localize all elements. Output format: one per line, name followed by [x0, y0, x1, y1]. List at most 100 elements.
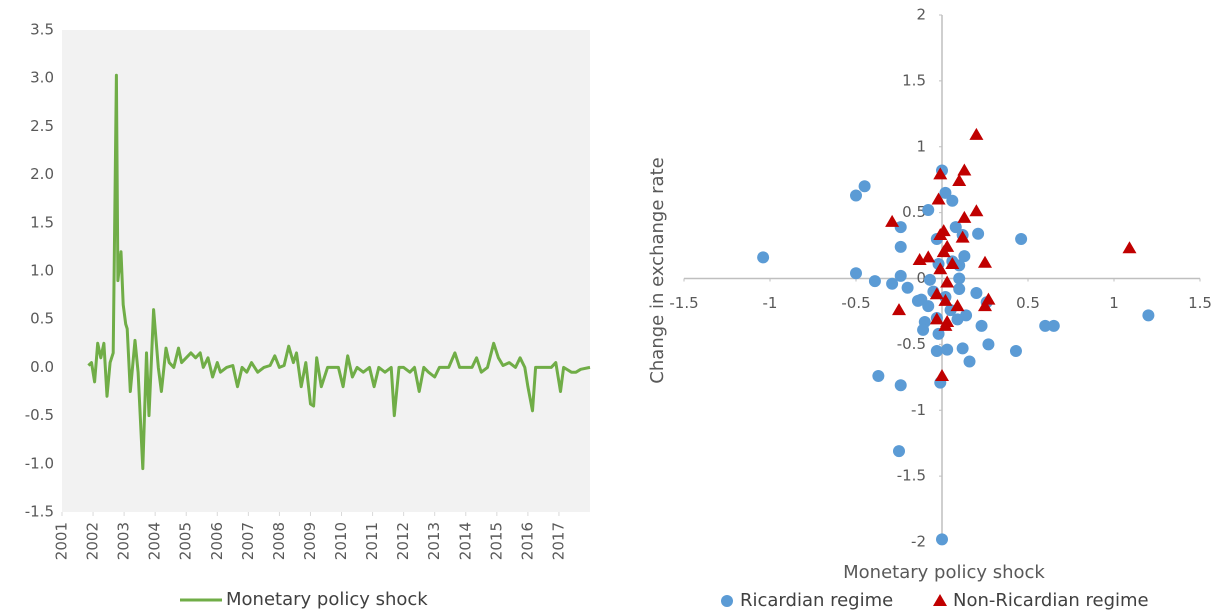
marker: [1047, 319, 1060, 332]
y-tick-label: 3.0: [30, 69, 54, 87]
x-tick-label: -1.5: [669, 294, 698, 312]
marker: [923, 273, 936, 286]
marker: [922, 300, 935, 313]
y-axis-title: Change in exchange rate: [647, 157, 668, 383]
y-tick-label: 2.5: [30, 117, 54, 135]
marker: [936, 533, 948, 546]
x-tick-label: 2004: [146, 522, 164, 560]
marker: [956, 342, 969, 355]
marker: [940, 275, 955, 288]
x-tick-label: 2007: [239, 522, 257, 560]
legend-label: Ricardian regime: [740, 590, 893, 611]
x-tick-label: 2011: [363, 522, 381, 560]
marker: [929, 312, 944, 325]
marker: [957, 210, 972, 223]
y-tick-label: 1.0: [30, 262, 54, 280]
x-tick-label: 2005: [177, 522, 195, 560]
x-tick-label: 2002: [84, 522, 102, 560]
marker: [958, 250, 971, 263]
y-tick-label: 2.0: [30, 165, 54, 183]
x-tick-label: 2010: [332, 522, 350, 560]
x-tick-label: 2013: [425, 522, 443, 560]
y-tick-label: -0.5: [25, 406, 54, 424]
marker: [894, 240, 907, 253]
marker: [949, 221, 962, 234]
y-tick-label: -1.5: [897, 467, 926, 485]
marker: [933, 228, 948, 241]
marker: [894, 221, 907, 234]
x-tick-label: -1: [763, 294, 778, 312]
y-tick-label: 0.5: [30, 310, 54, 328]
y-tick-label: 0.5: [902, 203, 926, 221]
marker: [1039, 319, 1052, 332]
marker: [938, 293, 953, 306]
marker: [929, 287, 944, 300]
x-tick-label: 2012: [394, 522, 412, 560]
y-tick-label: 1.5: [30, 213, 54, 231]
x-tick-label: 2017: [549, 522, 567, 560]
marker: [931, 192, 946, 205]
marker: [1122, 241, 1137, 254]
x-tick-label: 2003: [115, 522, 133, 560]
marker: [955, 230, 970, 243]
y-tick-label: 0.0: [30, 358, 54, 376]
marker: [950, 299, 965, 312]
marker: [952, 174, 967, 187]
marker: [946, 194, 959, 207]
marker: [978, 299, 992, 312]
y-tick-label: 2: [916, 6, 926, 24]
x-tick-label: 2016: [518, 522, 536, 560]
y-tick-label: 0: [916, 269, 926, 287]
marker: [872, 369, 885, 382]
y-tick-label: -2: [911, 533, 926, 551]
y-tick-label: 1: [916, 137, 926, 155]
marker: [911, 294, 924, 307]
marker: [953, 272, 966, 285]
legend-swatch: [721, 595, 733, 607]
x-tick-label: 0.5: [1016, 294, 1040, 312]
x-tick-label: 2008: [270, 522, 288, 560]
marker: [957, 163, 972, 176]
legend-label: Non-Ricardian regime: [953, 590, 1149, 611]
marker: [972, 227, 985, 240]
marker: [941, 343, 954, 356]
marker: [886, 277, 899, 290]
marker: [893, 445, 905, 458]
y-tick-label: -1.5: [25, 503, 54, 521]
marker: [885, 214, 900, 227]
marker: [850, 189, 862, 202]
marker: [933, 167, 948, 180]
plot-area: [62, 30, 590, 512]
marker: [850, 267, 862, 280]
marker: [930, 344, 943, 357]
x-tick-label: 2015: [487, 522, 505, 560]
marker: [978, 255, 992, 268]
marker: [969, 127, 984, 140]
marker: [868, 275, 881, 288]
x-tick-label: 2014: [456, 522, 474, 560]
y-tick-label: -0.5: [897, 335, 926, 353]
y-tick-label: 3.5: [30, 21, 54, 39]
marker: [945, 257, 960, 270]
marker: [939, 186, 952, 199]
legend-swatch: [933, 594, 947, 606]
marker: [892, 303, 906, 316]
marker: [940, 314, 955, 327]
x-tick-label: 1.5: [1188, 294, 1212, 312]
marker: [1142, 309, 1155, 322]
marker: [953, 283, 966, 296]
legend-label: Monetary policy shock: [226, 589, 428, 610]
marker: [1015, 232, 1028, 245]
marker: [901, 281, 914, 294]
y-tick-label: 1.5: [902, 71, 926, 89]
y-tick-label: -1.0: [25, 454, 54, 472]
marker: [935, 368, 949, 381]
x-tick-label: 2006: [208, 522, 226, 560]
marker: [936, 245, 951, 258]
marker: [970, 286, 983, 299]
y-tick-label: -1: [911, 401, 926, 419]
line-series: [87, 73, 591, 471]
x-tick-label: 2009: [301, 522, 319, 560]
marker: [921, 250, 936, 263]
